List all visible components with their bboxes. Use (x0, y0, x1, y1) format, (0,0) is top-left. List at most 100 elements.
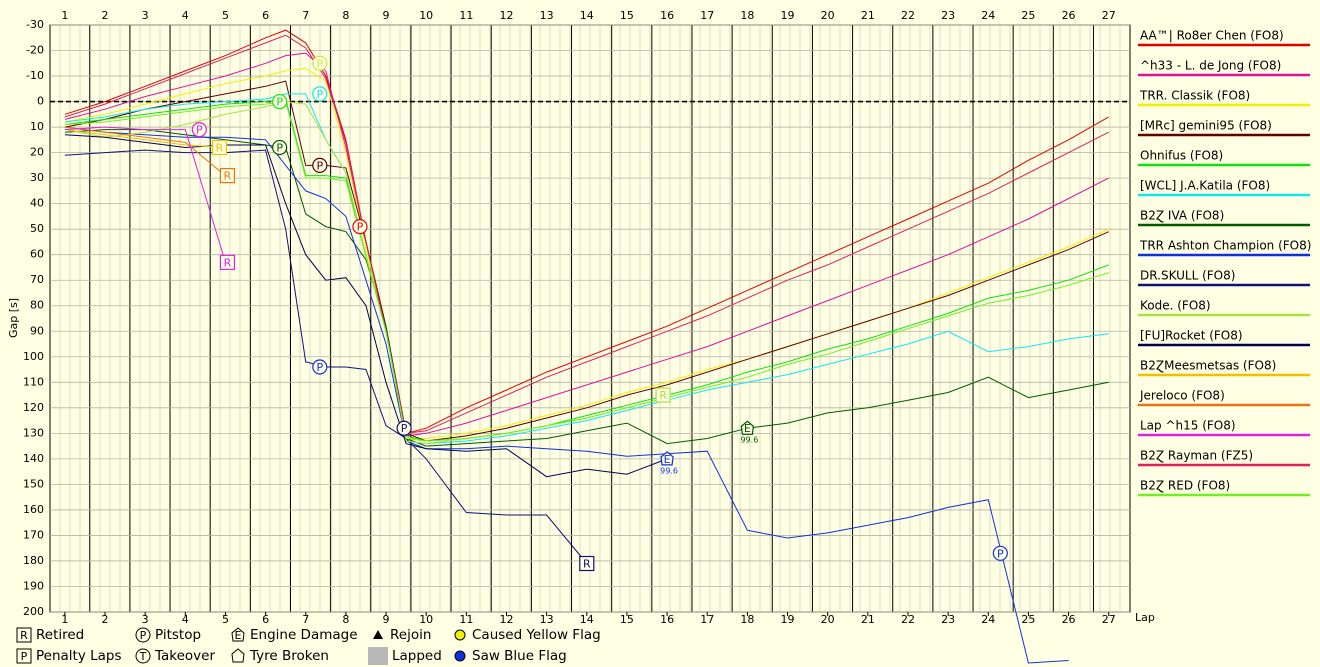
key-symbol (135, 627, 151, 643)
x-tick-label-top: 19 (781, 9, 795, 22)
x-tick-label: 18 (740, 613, 754, 626)
legend-label: B2Ɀ RED (FO8) (1140, 479, 1230, 494)
x-tick-label: 5 (222, 613, 229, 626)
marker-circle (272, 139, 288, 156)
legend-label: [WCL] J.A.Katila (FO8) (1140, 179, 1270, 193)
y-tick-label: -10 (26, 69, 44, 82)
key-label: Saw Blue Flag (472, 648, 567, 664)
series-line (64, 101, 1109, 442)
marker-label: P (401, 422, 408, 435)
x-tick-label-top: 6 (262, 9, 269, 22)
marker-label: P (316, 159, 323, 172)
x-tick-label-top: 5 (222, 9, 229, 22)
x-tick-label: 11 (459, 613, 473, 626)
x-tick-label: 7 (302, 613, 309, 626)
y-tick-label: 140 (23, 452, 44, 465)
x-tick-label: 6 (262, 613, 269, 626)
series-line (64, 93, 1109, 445)
marker-box (211, 139, 228, 156)
key-label: Caused Yellow Flag (472, 627, 601, 643)
legend-label: [MRc] gemini95 (FO8) (1140, 119, 1272, 133)
y-tick-label: 0 (37, 95, 44, 108)
key-symbol-label: T (139, 650, 147, 663)
marker-box (219, 254, 236, 270)
marker-circle (312, 86, 328, 102)
x-tick-label-top: 7 (302, 9, 309, 22)
x-tick-label-top: 14 (580, 9, 594, 22)
series-line (64, 126, 226, 263)
marker-house (740, 420, 755, 435)
x-tick-label: 23 (941, 613, 955, 626)
x-tick-label-top: 1 (61, 9, 68, 22)
y-tick-label: 80 (30, 299, 44, 312)
marker-label: R (583, 558, 591, 571)
x-tick-label-top: 13 (540, 9, 554, 22)
x-tick-label-top: 27 (1102, 9, 1116, 22)
y-tick-label: 60 (30, 248, 44, 261)
y-tick-label: 100 (23, 350, 44, 363)
marker-label: E (664, 453, 671, 466)
y-tick-label: 40 (30, 197, 44, 210)
x-tick-label-top: 25 (1021, 9, 1035, 22)
x-tick-label: 16 (660, 613, 674, 626)
x-tick-label-top: 26 (1062, 9, 1076, 22)
marker-circle (312, 157, 328, 173)
key-symbol-label: E (235, 629, 242, 642)
key-label: Engine Damage (250, 627, 358, 643)
key-label: Tyre Broken (249, 648, 329, 664)
y-tick-label: -20 (26, 44, 44, 57)
y-tick-label: 50 (30, 222, 44, 235)
x-tick-label: 9 (383, 613, 390, 626)
marker-circle (992, 545, 1008, 561)
marker-label: P (276, 96, 283, 109)
key-symbol (135, 648, 151, 664)
series-lines (64, 29, 1109, 664)
x-tick-label: 25 (1021, 613, 1035, 626)
x-tick-label-top: 17 (700, 9, 714, 22)
marker-circle (352, 219, 368, 235)
legend-label: Jereloco (FO8) (1139, 389, 1225, 403)
key-symbol (16, 627, 32, 643)
x-tick-label: 13 (540, 613, 554, 626)
x-tick-label-top: 23 (941, 9, 955, 22)
x-tick-label: 22 (901, 613, 915, 626)
legend-label: ^h33 - L. de Jong (FO8) (1140, 59, 1281, 73)
key-label: Lapped (392, 648, 442, 664)
marker-circle (191, 122, 207, 138)
x-tick-label: 8 (342, 613, 349, 626)
series-line (64, 126, 1069, 664)
marker-label: R (224, 170, 232, 183)
x-tick-label-top: 21 (861, 9, 875, 22)
legend-label: B2ⱿMeesmetsas (FO8) (1140, 359, 1276, 374)
key-symbol-label: P (140, 629, 147, 642)
legend-label: DR.SKULL (FO8) (1140, 269, 1235, 283)
series-line (64, 29, 1109, 434)
y-axis-label: Gap [s] (7, 298, 20, 338)
marker-label: R (216, 142, 224, 155)
marker-circle (396, 420, 412, 436)
key-symbol (231, 627, 245, 642)
marker-label: R (659, 389, 667, 402)
legend-label: TRR. Classik (FO8) (1139, 89, 1250, 103)
x-tick-label-top: 11 (459, 9, 473, 22)
key-symbol (16, 648, 32, 664)
key-symbol (373, 630, 383, 639)
legend-label: B2Ɀ Rayman (FZ5) (1140, 449, 1253, 464)
x-tick-label: 17 (700, 613, 714, 626)
y-tick-label: 120 (23, 401, 44, 414)
legend-label: TRR Ashton Champion (FO8) (1139, 239, 1311, 253)
x-tick-label-top: 22 (901, 9, 915, 22)
y-tick-label: 30 (30, 171, 44, 184)
x-tick-label: 24 (981, 613, 995, 626)
y-tick-label: 190 (23, 579, 44, 592)
y-tick-label: 130 (23, 426, 44, 439)
key-label: Penalty Laps (36, 648, 122, 664)
series-line (64, 80, 1109, 442)
x-tick-label-top: 2 (102, 9, 109, 22)
key-symbol-label: P (21, 650, 28, 663)
x-tick-label: 20 (821, 613, 835, 626)
marker-label: P (276, 142, 283, 155)
marker-label: E (744, 422, 751, 435)
marker-note: 99.6 (740, 436, 758, 445)
